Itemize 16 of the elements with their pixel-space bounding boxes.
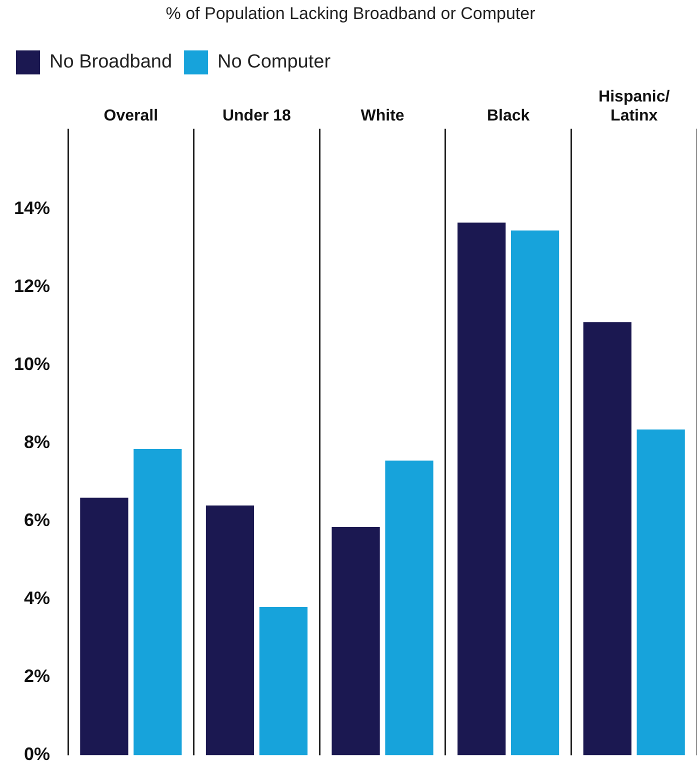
y-tick-label: 4% [24,588,50,608]
y-tick-label: 0% [24,744,50,764]
y-tick-label: 8% [24,432,50,452]
y-tick-label: 12% [14,276,50,296]
x-tick-label: White [360,108,404,125]
chart-subtitle: % of Population Lacking Broadband or Computer [166,4,536,23]
x-tick-label: Hispanic/ Latinx [598,88,670,125]
x-tick-label: Overall [104,108,158,125]
y-tick-label: 14% [14,198,50,218]
y-tick-label: 6% [24,510,50,530]
x-tick-label: Under 18 [222,108,292,125]
y-tick-label: 10% [14,354,50,374]
x-tick-label: Black [486,108,530,125]
y-tick-label: 2% [24,666,50,686]
legend-label: No Broadband [50,52,172,73]
legend-label: No Computer [218,52,332,73]
